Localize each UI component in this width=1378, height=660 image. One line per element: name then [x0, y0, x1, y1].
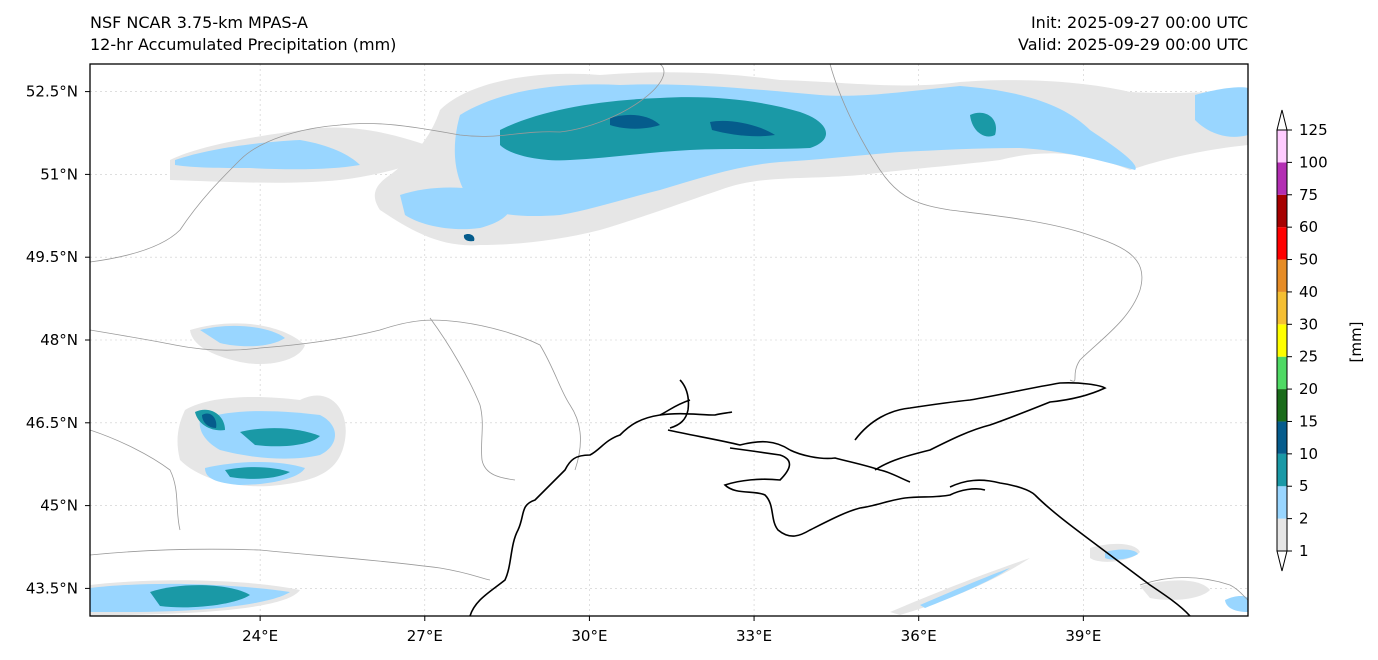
- precip-north-core-5mm: [500, 97, 827, 161]
- colorbar-segment: [1277, 389, 1287, 422]
- colorbar-tick-label: 40: [1299, 283, 1318, 301]
- colorbar-tick-label: 15: [1299, 412, 1318, 430]
- border-belarus-russia: [829, 64, 1143, 382]
- colorbar-segment: [1277, 162, 1287, 195]
- field-title: 12-hr Accumulated Precipitation (mm): [90, 35, 397, 54]
- colorbar-tick-label: 2: [1299, 510, 1309, 528]
- colorbar-tick-label: 5: [1299, 477, 1309, 495]
- colorbar-outline: [1276, 129, 1288, 552]
- coastlines: [469, 379, 1191, 616]
- colorbar-segment: [1277, 356, 1287, 390]
- colorbar-tick-label: 25: [1299, 348, 1318, 366]
- border-caucasus: [1139, 577, 1248, 601]
- colorbar-tick-label: 1: [1299, 542, 1309, 560]
- latitude-axis: 52.5°N 51°N 49.5°N 48°N 46.5°N 45°N 43.5°N: [26, 83, 90, 597]
- lat-tick-label: 51°N: [40, 165, 78, 183]
- precip-sw-corner-5mm: [150, 585, 250, 608]
- border-balkans-west: [90, 429, 181, 531]
- lon-tick-label: 27°E: [407, 627, 443, 645]
- colorbar-segment: [1277, 194, 1287, 228]
- lat-tick-label: 49.5°N: [26, 248, 78, 266]
- precip-southwest-a-5mm: [240, 428, 320, 447]
- lon-tick-label: 39°E: [1065, 627, 1101, 645]
- colorbar-segment: [1277, 227, 1287, 260]
- precipitation-field: [90, 72, 1248, 616]
- lon-tick-label: 30°E: [571, 627, 607, 645]
- lon-tick-label: 24°E: [242, 627, 278, 645]
- precip-southwest-c-2mm: [200, 325, 285, 347]
- coastline-odessa-gulf: [659, 411, 733, 416]
- precip-east-cell-5mm: [970, 112, 996, 137]
- lon-tick-label: 36°E: [901, 627, 937, 645]
- colorbar-segment: [1277, 324, 1287, 357]
- border-poland-belarus: [90, 64, 665, 263]
- lat-tick-label: 43.5°N: [26, 579, 78, 597]
- coastline-azov: [854, 382, 1107, 471]
- colorbar-segment: [1277, 421, 1287, 454]
- colorbar-extend-min: [1276, 550, 1288, 572]
- precip-se-corner-2mm: [1225, 595, 1248, 612]
- colorbar-tick-label: 100: [1299, 153, 1328, 171]
- valid-time: Valid: 2025-09-29 00:00 UTC: [1017, 35, 1248, 54]
- colorbar-segment: [1277, 259, 1287, 292]
- longitude-axis: 24°E 27°E 30°E 33°E 36°E 39°E: [242, 616, 1101, 645]
- precip-southeast-streak-1mm: [890, 558, 1030, 615]
- coastline-kinburn: [667, 429, 791, 451]
- coastline-black-sea-west: [469, 399, 691, 616]
- title-right: Init: 2025-09-27 00:00 UTC Valid: 2025-0…: [1018, 12, 1248, 56]
- model-title: NSF NCAR 3.75-km MPAS-A: [90, 13, 308, 32]
- precip-southwest-b-5mm: [225, 467, 290, 479]
- coastline-dnieper-estuary: [669, 379, 690, 429]
- precip-north-max2-10mm: [710, 120, 775, 137]
- lat-tick-label: 45°N: [40, 497, 78, 515]
- lat-tick-label: 48°N: [40, 331, 78, 349]
- colorbar-tick-label: 10: [1299, 445, 1318, 463]
- precip-southwest-max-10mm: [202, 413, 217, 428]
- colorbar-segment: [1277, 291, 1287, 325]
- precip-northwest-2mm: [175, 140, 360, 170]
- border-carpathians: [90, 319, 581, 471]
- lon-tick-label: 33°E: [736, 627, 772, 645]
- colorbar-segment: [1277, 518, 1287, 551]
- colorbar-segment: [1277, 486, 1287, 519]
- colorbar-tick-label: 75: [1299, 186, 1318, 204]
- coastline-kerch: [949, 479, 1036, 496]
- border-romania-south: [90, 548, 491, 581]
- colorbar-unit-label: [mm]: [1347, 322, 1365, 363]
- colorbar-segment: [1277, 453, 1287, 487]
- precip-north-max-10mm: [610, 114, 660, 129]
- precip-west-scatter-2mm: [400, 187, 511, 230]
- precip-se-corner-1mm: [1140, 580, 1210, 600]
- colorbar-segment: [1277, 130, 1287, 163]
- colorbar-tick-label: 20: [1299, 380, 1318, 398]
- country-borders: [90, 64, 1248, 601]
- lat-tick-label: 52.5°N: [26, 83, 78, 101]
- coastline-crimea: [723, 447, 986, 537]
- title-left: NSF NCAR 3.75-km MPAS-A 12-hr Accumulate…: [90, 12, 396, 56]
- colorbar-extend-max: [1276, 109, 1288, 131]
- colorbar-tick-label: 60: [1299, 218, 1318, 236]
- coastline-crimea-north: [789, 449, 911, 483]
- precip-north-cell-10mm: [463, 233, 475, 242]
- precip-southeast-streak-2mm: [920, 568, 1010, 608]
- init-time: Init: 2025-09-27 00:00 UTC: [1030, 13, 1248, 32]
- precip-east-edge-2mm: [1195, 87, 1248, 137]
- coastline-caucasus: [1034, 494, 1191, 616]
- lat-tick-label: 46.5°N: [26, 414, 78, 432]
- map-area: [90, 64, 1248, 616]
- colorbar-tick-label: 50: [1299, 251, 1318, 269]
- colorbar-tick-label: 125: [1299, 121, 1328, 139]
- colorbar-tick-label: 30: [1299, 315, 1318, 333]
- border-moldova-west: [429, 317, 516, 481]
